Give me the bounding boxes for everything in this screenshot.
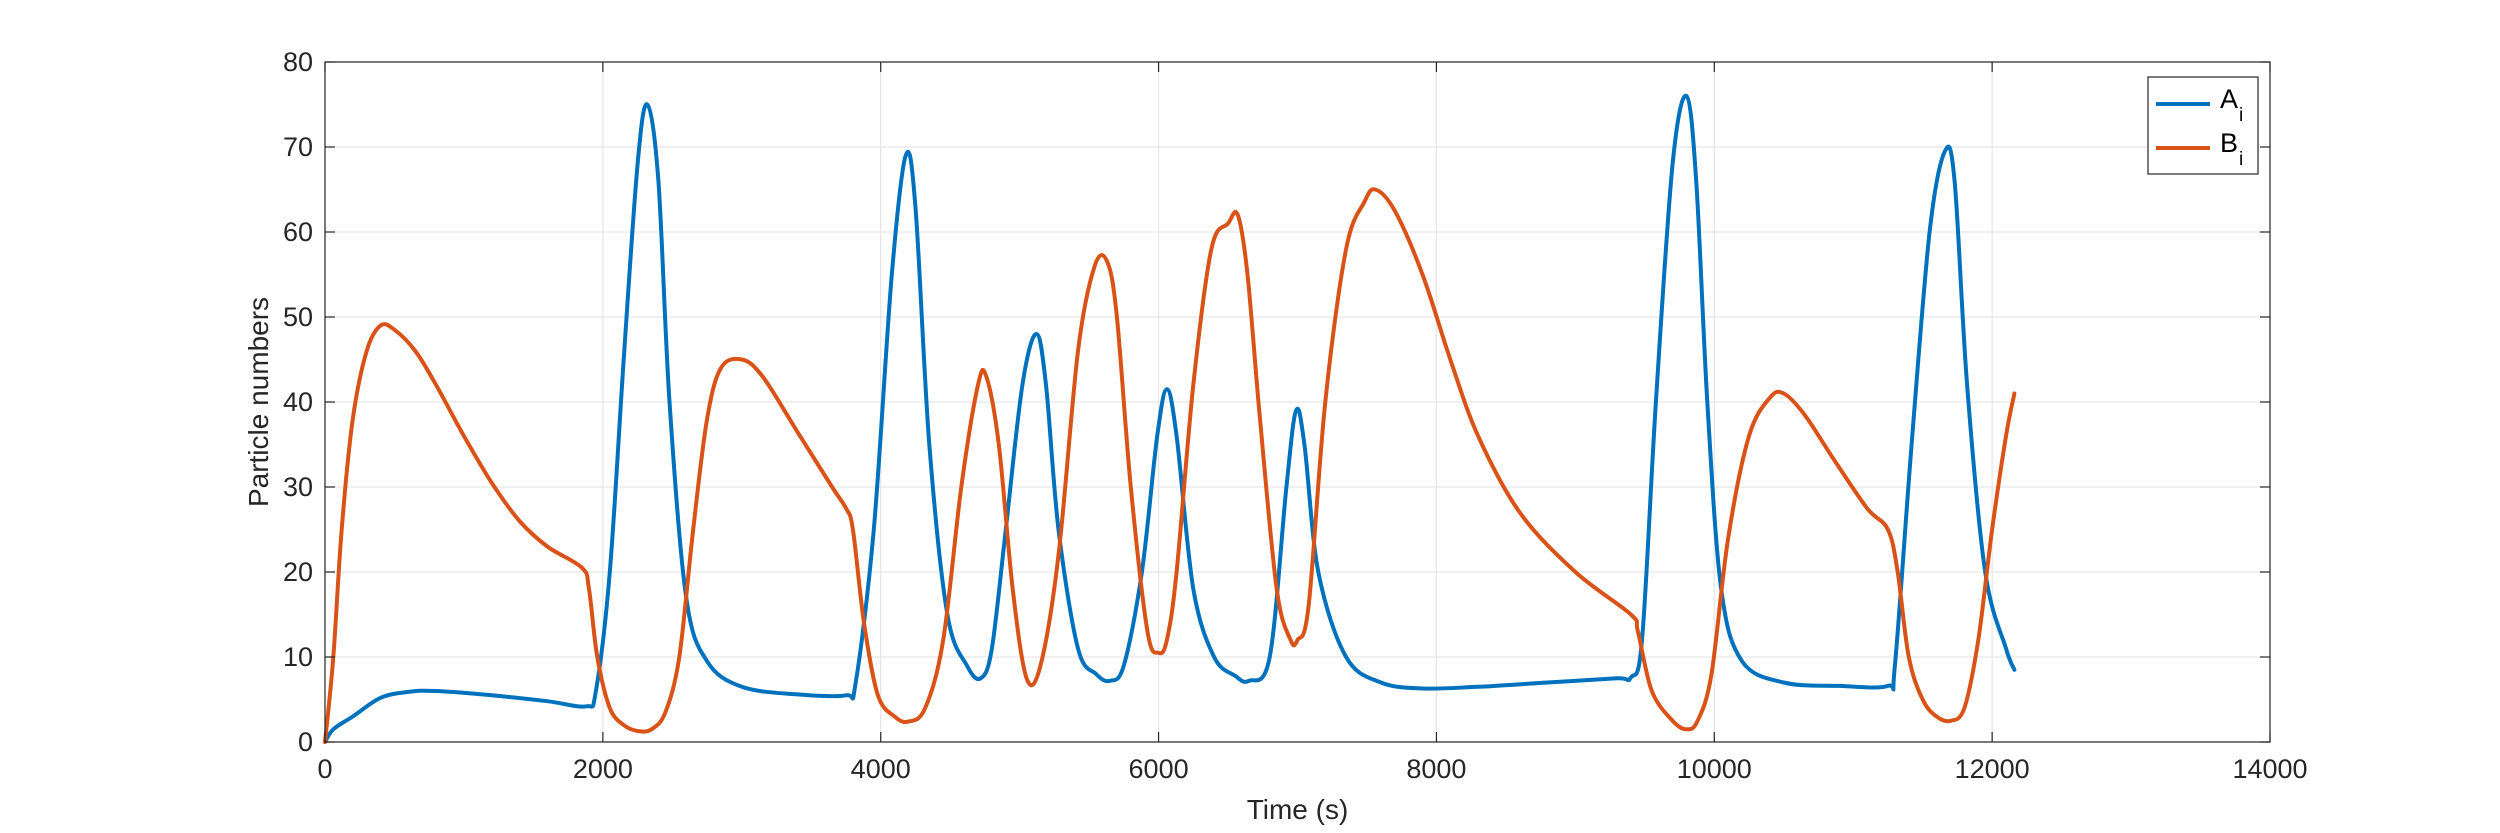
series-line-1 [323,93,2017,744]
y-tick-label: 30 [283,472,313,502]
legend-label-subscript: i [2239,105,2243,126]
x-tick-label: 2000 [573,754,633,784]
axis-ticks: 0 2000 4000 6000 8000 10000 12000 14000 0 10 20 30 4… [283,47,2308,784]
y-axis-label: Particle numbers [243,297,274,507]
x-tick-label: 14000 [2232,754,2307,784]
legend-box [2147,76,2259,175]
y-tick-label: 40 [283,387,313,417]
x-tick-label: 10000 [1677,754,1752,784]
legend-label-subscript: i [2239,149,2243,170]
y-tick-label: 60 [283,217,313,247]
y-tick-label: 20 [283,557,313,587]
x-tick-label: 8000 [1406,754,1466,784]
series-line-2 [323,187,2017,744]
x-tick-label: 12000 [1955,754,2030,784]
x-tick-label: 4000 [851,754,911,784]
x-axis-label: Time (s) [1247,794,1349,825]
y-tick-label: 0 [298,727,313,757]
y-tick-label: 50 [283,302,313,332]
y-tick-label: 80 [283,47,313,77]
legend-label: A [2220,84,2238,114]
legend-label: B [2220,128,2238,158]
y-tick-label: 10 [283,642,313,672]
series-lines [323,93,2017,744]
y-tick-label: 70 [283,132,313,162]
x-tick-label: 0 [317,754,332,784]
x-tick-label: 6000 [1129,754,1189,784]
